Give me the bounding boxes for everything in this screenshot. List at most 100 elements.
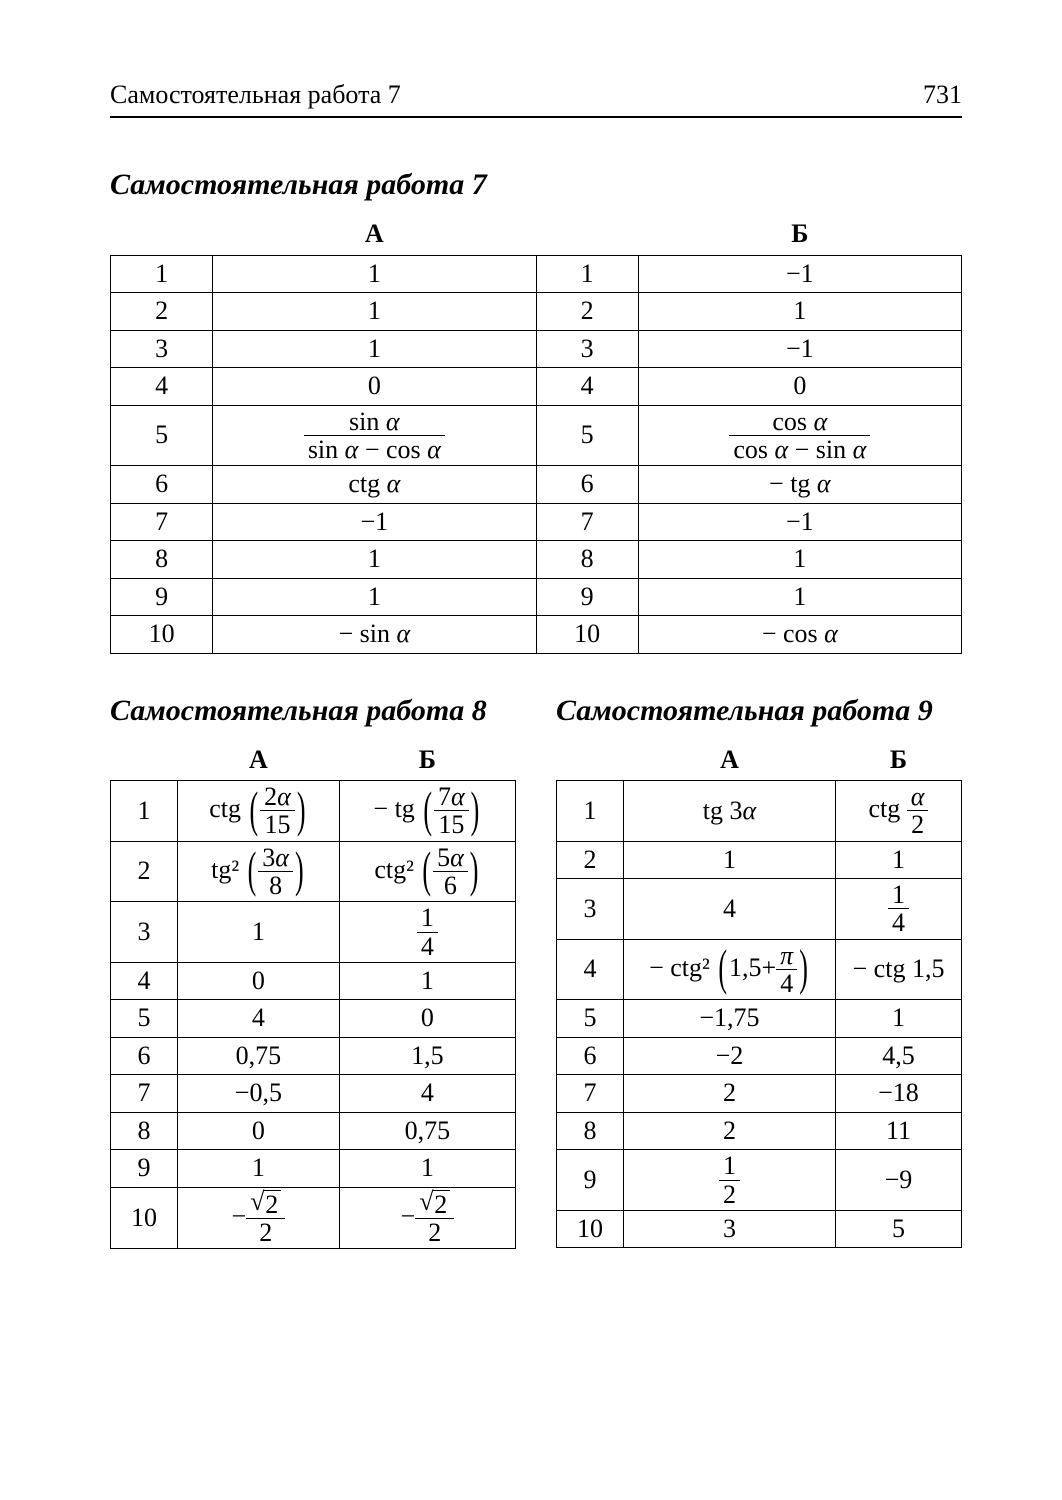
cell-b: − tg (7α15) [339,781,515,842]
section8-title: Самостоятельная работа 8 [110,694,516,728]
row-num: 9 [536,578,638,616]
cell-b: −1 [638,255,961,293]
cell-b: 4,5 [835,1037,961,1075]
table-row: 7−0,54 [111,1075,516,1113]
cell-b: −1 [638,503,961,541]
table-row: 540 [111,1000,516,1038]
cell-a: 1 [213,330,536,368]
row-num: 6 [536,466,638,504]
cell-a: 0 [178,1112,340,1150]
col-a: А [624,742,836,781]
row-num: 10 [557,1210,624,1248]
cell-b: cos αcos α − sin α [638,405,961,466]
row-num: 9 [557,1150,624,1211]
cell-b: 1 [638,541,961,579]
row-num: 4 [111,962,178,1000]
cell-a: −1 [213,503,536,541]
col-b: Б [835,742,961,781]
table-row: 5sin αsin α − cos α5cos αcos α − sin α [111,405,962,466]
cell-b: 1 [835,1000,961,1038]
table-row: 2121 [111,293,962,331]
table-row: 10− sin α10− cos α [111,616,962,654]
row-num: 1 [557,781,624,842]
cell-a: sin αsin α − cos α [213,405,536,466]
section9: Самостоятельная работа 9 А Б 1tg 3αctg α… [556,694,962,1250]
cell-b: − cos α [638,616,961,654]
cell-b: −22 [339,1187,515,1249]
cell-a: 3 [624,1210,836,1248]
row-num: 4 [111,368,213,406]
cell-a: 1 [213,255,536,293]
cell-a: −1,75 [624,1000,836,1038]
cell-b: 4 [339,1075,515,1113]
table-row: 1ctg (2α15)− tg (7α15) [111,781,516,842]
row-num: 2 [536,293,638,331]
table-row: 911 [111,1150,516,1188]
section9-title: Самостоятельная работа 9 [556,694,962,728]
cell-b: ctg² (5α6) [339,841,515,902]
cell-a: 4 [178,1000,340,1038]
col-blank [557,742,624,781]
cell-b: 1 [638,293,961,331]
table-row: 6ctg α6− tg α [111,466,962,504]
cell-a: 1 [213,578,536,616]
cell-a: tg² (3α8) [178,841,340,902]
table-row: 111−1 [111,255,962,293]
cell-a: −0,5 [178,1075,340,1113]
cell-a: ctg (2α15) [178,781,340,842]
cell-b: 1 [339,962,515,1000]
table-row: 313−1 [111,330,962,368]
cell-b: 14 [835,879,961,940]
row-num: 7 [557,1075,624,1113]
section7-title: Самостоятельная работа 7 [110,168,962,202]
cell-a: 1 [178,902,340,963]
cell-b: 5 [835,1210,961,1248]
cell-a: −2 [624,1037,836,1075]
section9-table: А Б 1tg 3αctg α221134144− ctg² (1,5+π4)−… [556,742,962,1249]
cell-a: 2 [624,1075,836,1113]
cell-b: 14 [339,902,515,963]
cell-a: −22 [178,1187,340,1249]
row-num: 2 [111,841,178,902]
cell-a: 1 [213,293,536,331]
row-num: 3 [557,879,624,940]
row-num: 1 [111,781,178,842]
cell-b: 0,75 [339,1112,515,1150]
running-head: Самостоятельная работа 7 731 [110,80,962,118]
table-row: 4040 [111,368,962,406]
table-row: 4− ctg² (1,5+π4)− ctg 1,5 [557,939,962,1000]
row-num: 8 [536,541,638,579]
row-num: 2 [111,293,213,331]
table-row: 7−17−1 [111,503,962,541]
row-num: 5 [111,405,213,466]
cell-a: 4 [624,879,836,940]
row-num: 3 [536,330,638,368]
cell-a: tg 3α [624,781,836,842]
col-b: Б [638,216,961,255]
table-row: 3414 [557,879,962,940]
table-row: 401 [111,962,516,1000]
row-num: 10 [536,616,638,654]
cell-b: 1 [835,841,961,879]
table-row: 211 [557,841,962,879]
cell-a: 0 [178,962,340,1000]
cell-a: − sin α [213,616,536,654]
table-row: 800,75 [111,1112,516,1150]
row-num: 6 [111,466,213,504]
row-num: 8 [111,541,213,579]
cell-b: 1 [638,578,961,616]
table-row: 5−1,751 [557,1000,962,1038]
row-num: 3 [111,902,178,963]
cell-a: 1 [178,1150,340,1188]
section8-table: А Б 1ctg (2α15)− tg (7α15)2tg² (3α8)ctg²… [110,742,516,1250]
row-num: 10 [111,1187,178,1249]
row-num: 8 [557,1112,624,1150]
table-row: 2tg² (3α8)ctg² (5α6) [111,841,516,902]
cell-b: − tg α [638,466,961,504]
row-num: 6 [557,1037,624,1075]
col-blank-2 [536,216,638,255]
row-num: 7 [536,503,638,541]
row-num: 3 [111,330,213,368]
cell-b: 0 [339,1000,515,1038]
table-row: 912−9 [557,1150,962,1211]
